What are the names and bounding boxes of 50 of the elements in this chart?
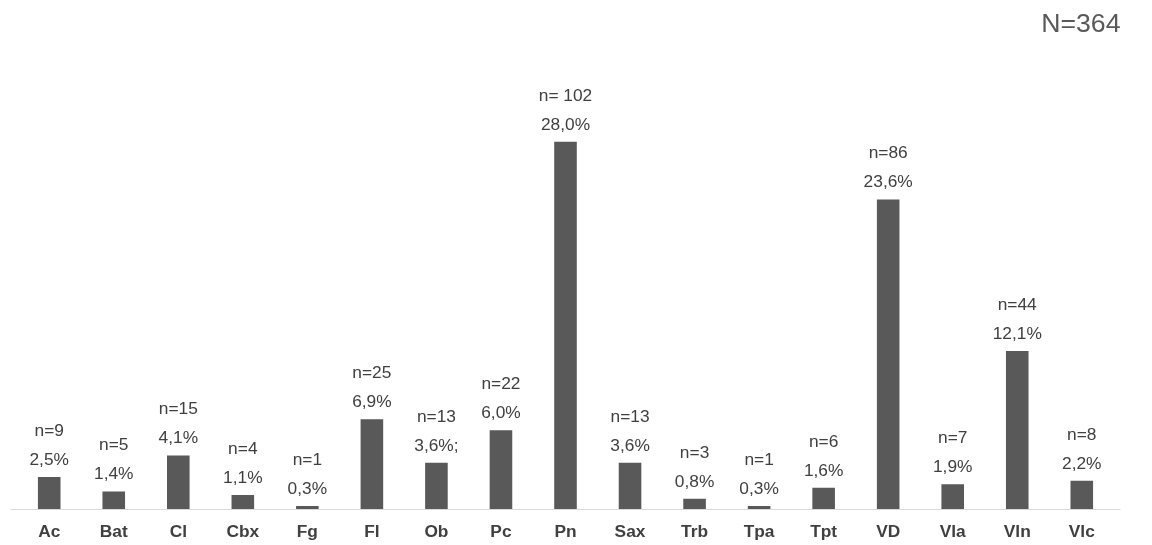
x-tick-label: Vln	[1003, 520, 1031, 541]
bar	[554, 141, 577, 510]
bar	[1070, 480, 1094, 510]
x-tick-label: Trb	[681, 520, 709, 541]
x-tick-label: Pc	[490, 520, 512, 541]
x-tick-label: Cbx	[226, 520, 260, 541]
data-label: n=15 4,1%	[158, 398, 199, 448]
x-tick-label: Fl	[364, 520, 380, 541]
bar	[618, 462, 642, 510]
x-tick-label: Ob	[424, 520, 449, 541]
data-label: n=5 1,4%	[94, 434, 134, 484]
data-label: n=8 2,2%	[1062, 423, 1102, 473]
bar	[1005, 350, 1029, 510]
bar	[102, 491, 126, 510]
chart-title: N=364	[1041, 7, 1121, 38]
bar	[37, 477, 61, 510]
x-tick-label: Bat	[99, 520, 128, 541]
x-tick-label: Sax	[614, 520, 646, 541]
data-label: n=4 1,1%	[223, 438, 263, 488]
bar	[360, 419, 384, 510]
bar	[231, 495, 255, 510]
x-tick-label: Tpa	[743, 520, 775, 541]
x-tick-label: Fg	[296, 520, 318, 541]
x-tick-label: Cl	[169, 520, 187, 541]
data-label: n=7 1,9%	[932, 427, 973, 477]
bar	[941, 484, 964, 510]
x-tick-label: VD	[876, 520, 901, 541]
bar	[683, 498, 706, 510]
data-label: n=22 6,0%	[481, 373, 521, 423]
data-label: n=86 23,6%	[863, 142, 913, 192]
bar	[489, 430, 513, 510]
bar	[876, 199, 900, 510]
x-tick-label: Vlc	[1068, 520, 1096, 541]
x-tick-label: Pn	[554, 520, 577, 541]
data-label: n=1 0,3%	[739, 448, 779, 498]
bar	[812, 487, 835, 510]
data-label: n=25 6,9%	[352, 362, 392, 412]
data-label: n=6 1,6%	[803, 430, 844, 480]
x-tick-label: Tpt	[810, 520, 838, 541]
bar	[425, 462, 448, 510]
data-label: n=3 0,8%	[674, 441, 715, 491]
x-tick-label: Vla	[939, 520, 967, 541]
x-tick-label: Ac	[38, 520, 61, 541]
data-label: n=1 0,3%	[287, 448, 328, 498]
bar	[167, 455, 190, 510]
data-label: n=9 2,5%	[29, 420, 69, 470]
data-label: n=44 12,1%	[992, 293, 1042, 343]
data-label: n= 102 28,0%	[538, 84, 593, 134]
data-label: n=13 3,6%;	[414, 405, 459, 455]
data-label: n=13 3,6%	[610, 405, 650, 455]
